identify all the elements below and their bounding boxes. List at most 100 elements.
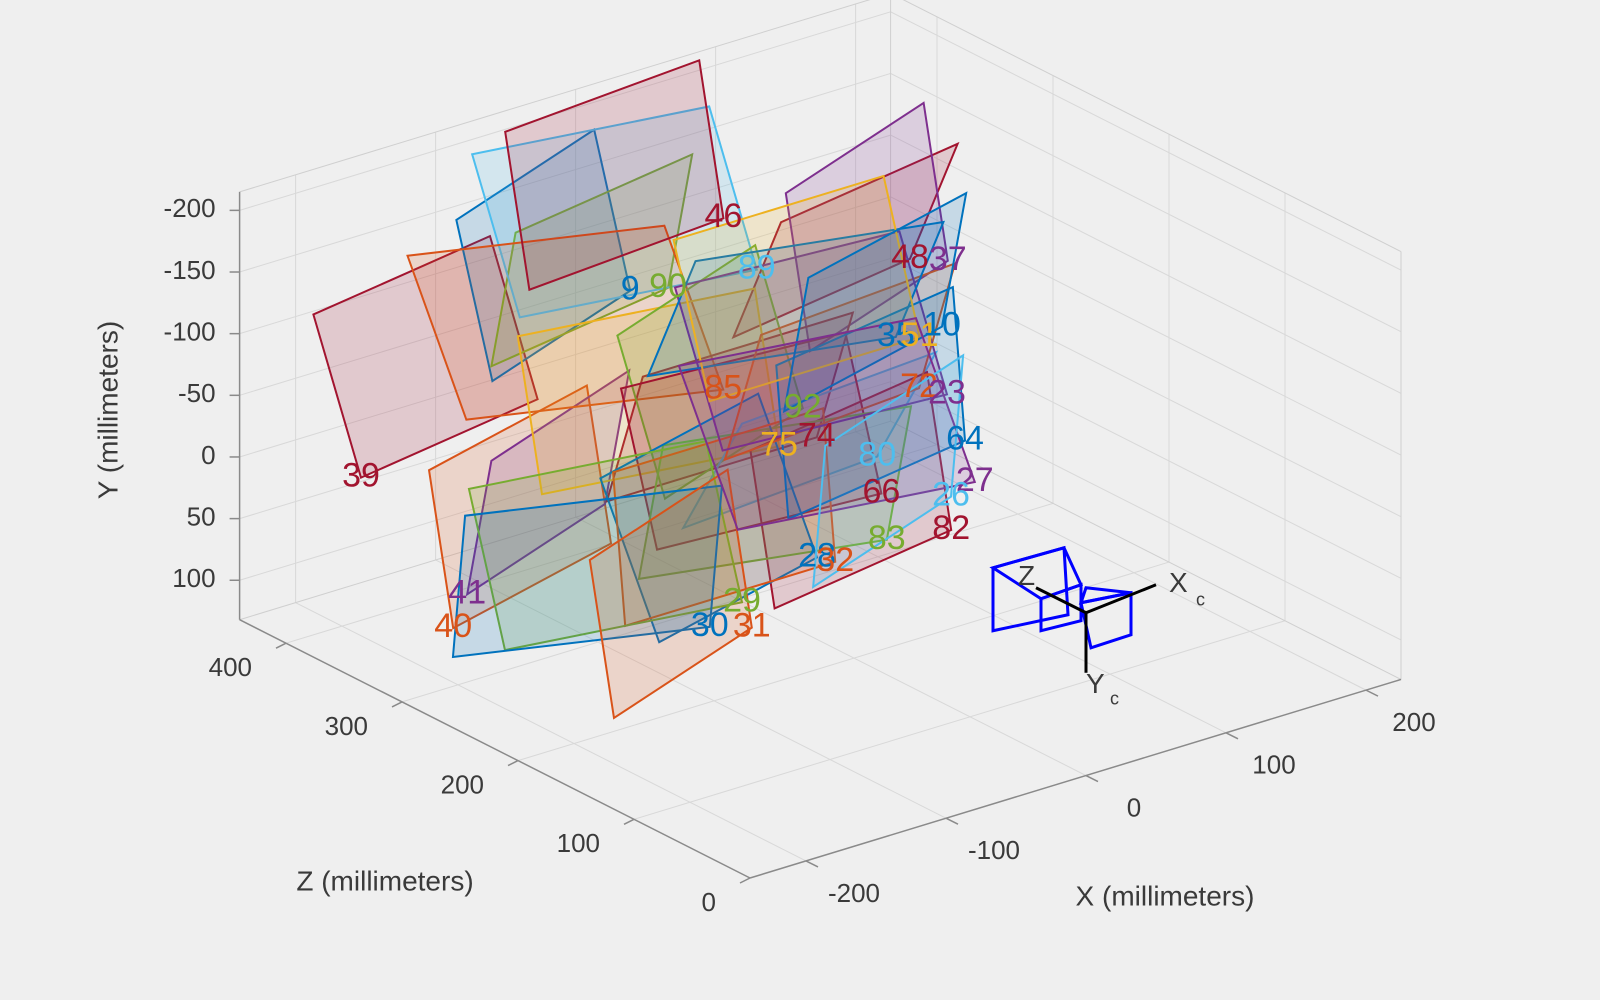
camera-z-axis xyxy=(1035,586,1087,615)
camera-frustum xyxy=(1039,582,1083,633)
calibration-board xyxy=(784,101,949,353)
camera-x-axis xyxy=(1085,583,1157,615)
grid-line xyxy=(239,196,891,396)
calibration-board xyxy=(672,174,921,403)
board-label: 26 xyxy=(932,476,970,514)
x-tick xyxy=(805,860,819,868)
y-tick-label: -100 xyxy=(164,317,216,347)
board-label: 89 xyxy=(738,249,776,287)
board-label: 85 xyxy=(704,369,742,407)
board-label: 72 xyxy=(900,367,938,405)
x-axis-label: X (millimeters) xyxy=(1076,880,1255,911)
board-label: 75 xyxy=(760,425,798,463)
board-label: 41 xyxy=(448,573,486,611)
y-tick-label: 100 xyxy=(172,563,215,593)
x-axis xyxy=(749,678,1402,879)
grid xyxy=(229,0,1402,884)
board-label: 23 xyxy=(928,373,966,411)
grid-line xyxy=(890,134,1402,394)
board-label: 66 xyxy=(862,472,900,510)
camera-y-subscript: c xyxy=(1110,689,1119,709)
calibration-board xyxy=(516,287,781,496)
grid-line xyxy=(239,257,891,458)
x-tick xyxy=(1225,732,1239,740)
board-label: 27 xyxy=(956,461,994,499)
boards xyxy=(312,58,977,720)
board-label: 64 xyxy=(946,420,984,458)
y-tick-label: -150 xyxy=(164,255,216,285)
z-tick-label: 400 xyxy=(209,652,252,682)
board-label: 51 xyxy=(901,316,939,354)
calibration-board xyxy=(451,484,724,659)
grid-line xyxy=(239,319,891,520)
board-label: 37 xyxy=(929,240,967,278)
x-tick xyxy=(945,817,959,825)
x-tick-label: -100 xyxy=(968,835,1020,865)
box-edge xyxy=(902,0,1402,253)
calibration-board xyxy=(812,353,965,589)
grid-line xyxy=(890,73,1402,333)
x-tick xyxy=(1365,689,1379,697)
calibration-board xyxy=(646,220,946,378)
grid-line xyxy=(855,431,1367,691)
grid-line xyxy=(575,516,1087,776)
grid-line xyxy=(890,257,1402,518)
grid-line xyxy=(239,381,891,581)
camera: Z XcY c xyxy=(989,545,1205,709)
z-tick xyxy=(275,642,287,649)
z-tick xyxy=(739,877,751,884)
y-tick-label: -50 xyxy=(178,378,216,408)
board-label: 31 xyxy=(733,607,771,645)
grid-line xyxy=(890,381,1402,641)
board-label: 29 xyxy=(723,581,761,619)
board-label: 28 xyxy=(798,537,836,575)
calibration-board xyxy=(616,243,804,501)
calibration-board xyxy=(467,439,744,652)
z-tick-label: 200 xyxy=(441,769,484,799)
board-label: 39 xyxy=(342,457,380,495)
z-tick xyxy=(623,818,635,825)
y-axis-label: Y (millimeters) xyxy=(92,321,123,499)
board-label: 40 xyxy=(434,607,472,645)
calibration-board xyxy=(731,141,960,340)
grid-line xyxy=(890,196,1402,456)
z-tick-label: 0 xyxy=(702,887,716,917)
z-tick-label: 300 xyxy=(325,711,368,741)
calibration-board xyxy=(782,191,968,414)
calibration-board xyxy=(612,406,837,628)
calibration-board xyxy=(673,230,949,452)
camera-x-label: X xyxy=(1169,567,1188,598)
calibration-board xyxy=(406,224,725,421)
x-tick-label: -200 xyxy=(828,878,880,908)
board-label: 46 xyxy=(704,197,742,235)
x-tick-label: 200 xyxy=(1392,707,1435,737)
board-label: 90 xyxy=(649,267,687,305)
board-label: 10 xyxy=(923,306,961,344)
y-tick-label: 50 xyxy=(187,501,216,531)
grid-line xyxy=(435,559,947,819)
z-tick-label: 100 xyxy=(557,828,600,858)
x-tick-label: 0 xyxy=(1127,792,1141,822)
box-edge xyxy=(239,0,871,193)
x-tick-label: 100 xyxy=(1252,750,1295,780)
board-label: 83 xyxy=(868,519,906,557)
calibration-board xyxy=(465,368,631,597)
board-label: 80 xyxy=(858,436,896,474)
z-axis xyxy=(239,619,751,879)
calibration-board xyxy=(427,383,613,630)
z-tick xyxy=(391,701,403,708)
calibration-board xyxy=(470,105,759,319)
grid-line xyxy=(890,319,1402,579)
board-label: 9 xyxy=(621,270,640,308)
board-label: 92 xyxy=(784,387,822,425)
board-label: 48 xyxy=(891,238,929,276)
x-tick xyxy=(1085,774,1099,783)
camera-x-subscript: c xyxy=(1196,590,1205,610)
box-edge xyxy=(239,420,891,621)
y-tick-label: -200 xyxy=(164,193,216,223)
grid-line xyxy=(890,11,1402,271)
grid-line xyxy=(517,561,1170,762)
calibration-board xyxy=(504,58,725,292)
